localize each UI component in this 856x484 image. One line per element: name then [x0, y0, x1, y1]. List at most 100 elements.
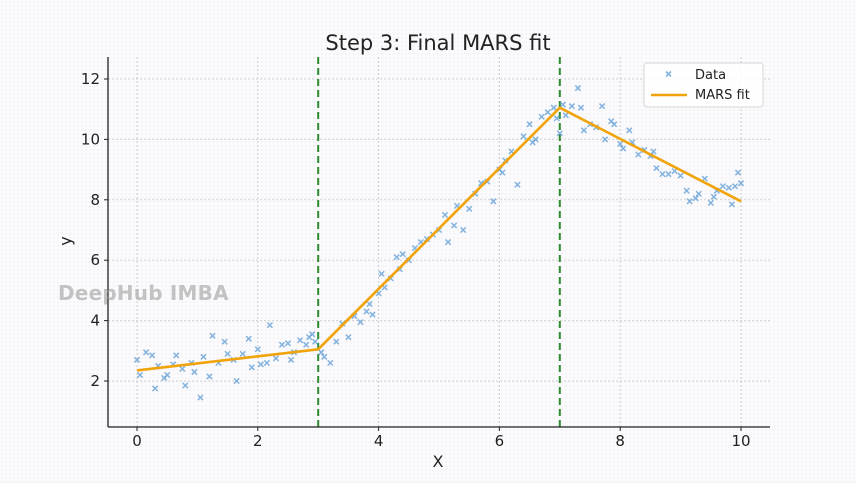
data-point-marker — [598, 103, 606, 110]
data-point-marker — [490, 198, 497, 205]
data-point-marker — [728, 201, 736, 208]
data-point-marker — [248, 364, 255, 371]
data-point-marker — [333, 338, 340, 345]
data-point-marker — [671, 167, 678, 175]
data-point-marker — [665, 170, 672, 178]
data-point-marker — [626, 127, 633, 134]
data-point-marker — [556, 130, 563, 137]
data-point-marker — [191, 368, 198, 376]
data-scatter — [133, 84, 745, 401]
data-point-marker — [263, 359, 270, 367]
data-point-marker — [520, 133, 527, 140]
data-point-marker — [378, 270, 385, 277]
data-point-marker — [164, 371, 171, 379]
data-point-marker — [611, 121, 618, 128]
x-axis-label: X — [433, 452, 444, 471]
y-tick-label: 8 — [90, 191, 100, 209]
data-point-marker — [233, 377, 240, 385]
data-point-marker — [553, 115, 560, 122]
data-point-marker — [197, 394, 204, 401]
legend-label-mars-fit: MARS fit — [695, 88, 750, 103]
data-point-marker — [182, 382, 189, 389]
data-point-marker — [683, 187, 690, 194]
data-point-marker — [179, 365, 186, 373]
data-point-marker — [278, 341, 286, 348]
data-point-marker — [357, 318, 364, 326]
data-point-marker — [695, 190, 702, 197]
data-point-marker — [677, 172, 684, 179]
data-point-marker — [538, 113, 545, 120]
data-point-marker — [318, 349, 325, 356]
data-point-marker — [568, 103, 576, 110]
data-point-marker — [460, 226, 467, 234]
data-point-marker — [287, 356, 295, 363]
y-tick-label: 12 — [81, 70, 100, 88]
data-point-marker — [321, 353, 328, 360]
data-point-marker — [550, 104, 557, 111]
x-tick-label: 6 — [495, 432, 505, 450]
data-point-marker — [653, 164, 660, 172]
data-point-marker — [142, 349, 150, 356]
data-point-marker — [577, 104, 585, 111]
data-point-marker — [133, 356, 141, 363]
y-tick-label: 2 — [90, 372, 100, 390]
data-point-marker — [514, 181, 521, 188]
data-point-marker — [737, 180, 745, 187]
data-point-marker — [580, 127, 588, 134]
y-tick-label: 10 — [81, 130, 100, 148]
legend-data-marker-icon — [665, 70, 672, 78]
data-point-marker — [363, 308, 370, 315]
data-point-marker — [601, 136, 609, 143]
data-point-marker — [148, 352, 156, 359]
data-point-marker — [617, 140, 624, 148]
data-point-marker — [562, 112, 569, 119]
data-point-marker — [692, 195, 699, 202]
data-point-marker — [532, 136, 539, 143]
data-point-marker — [574, 84, 582, 92]
grid-lines — [108, 57, 770, 427]
data-point-marker — [731, 183, 739, 190]
data-point-marker — [635, 151, 642, 158]
data-point-marker — [734, 169, 742, 176]
legend: Data MARS fit — [643, 62, 764, 108]
axes: 0 2 4 6 8 10 2 4 6 8 10 12 — [81, 57, 770, 450]
data-point-marker — [151, 385, 159, 392]
knot-lines — [317, 57, 561, 427]
data-point-marker — [544, 109, 551, 116]
fit-line-path — [136, 106, 742, 372]
data-point-marker — [441, 211, 449, 219]
data-point-marker — [284, 340, 292, 347]
x-tick-label: 8 — [615, 432, 625, 450]
data-point-marker — [254, 346, 261, 353]
mars-fit-line — [136, 106, 742, 372]
data-point-marker — [345, 334, 352, 341]
legend-label-data: Data — [695, 68, 726, 83]
data-point-marker — [710, 193, 717, 200]
data-point-marker — [209, 332, 216, 339]
data-point-marker — [393, 254, 400, 261]
data-point-marker — [399, 251, 406, 258]
data-point-marker — [659, 170, 666, 178]
data-point-marker — [173, 352, 180, 359]
data-point-marker — [526, 121, 533, 128]
data-point-marker — [272, 355, 280, 362]
data-point-marker — [559, 101, 566, 108]
data-point-marker — [136, 371, 144, 379]
data-point-marker — [719, 183, 727, 190]
data-point-marker — [450, 222, 458, 229]
data-point-marker — [296, 337, 304, 344]
data-point-marker — [245, 335, 252, 342]
data-point-marker — [239, 350, 246, 357]
data-point-marker — [224, 350, 231, 357]
data-point-marker — [366, 300, 373, 308]
data-point-marker — [707, 199, 714, 206]
data-point-marker — [369, 311, 376, 318]
data-point-marker — [309, 331, 316, 338]
data-point-marker — [499, 169, 506, 176]
data-point-marker — [257, 361, 264, 368]
data-point-marker — [206, 373, 213, 380]
data-point-marker — [686, 198, 693, 205]
chart-title: Step 3: Final MARS fit — [325, 31, 550, 55]
